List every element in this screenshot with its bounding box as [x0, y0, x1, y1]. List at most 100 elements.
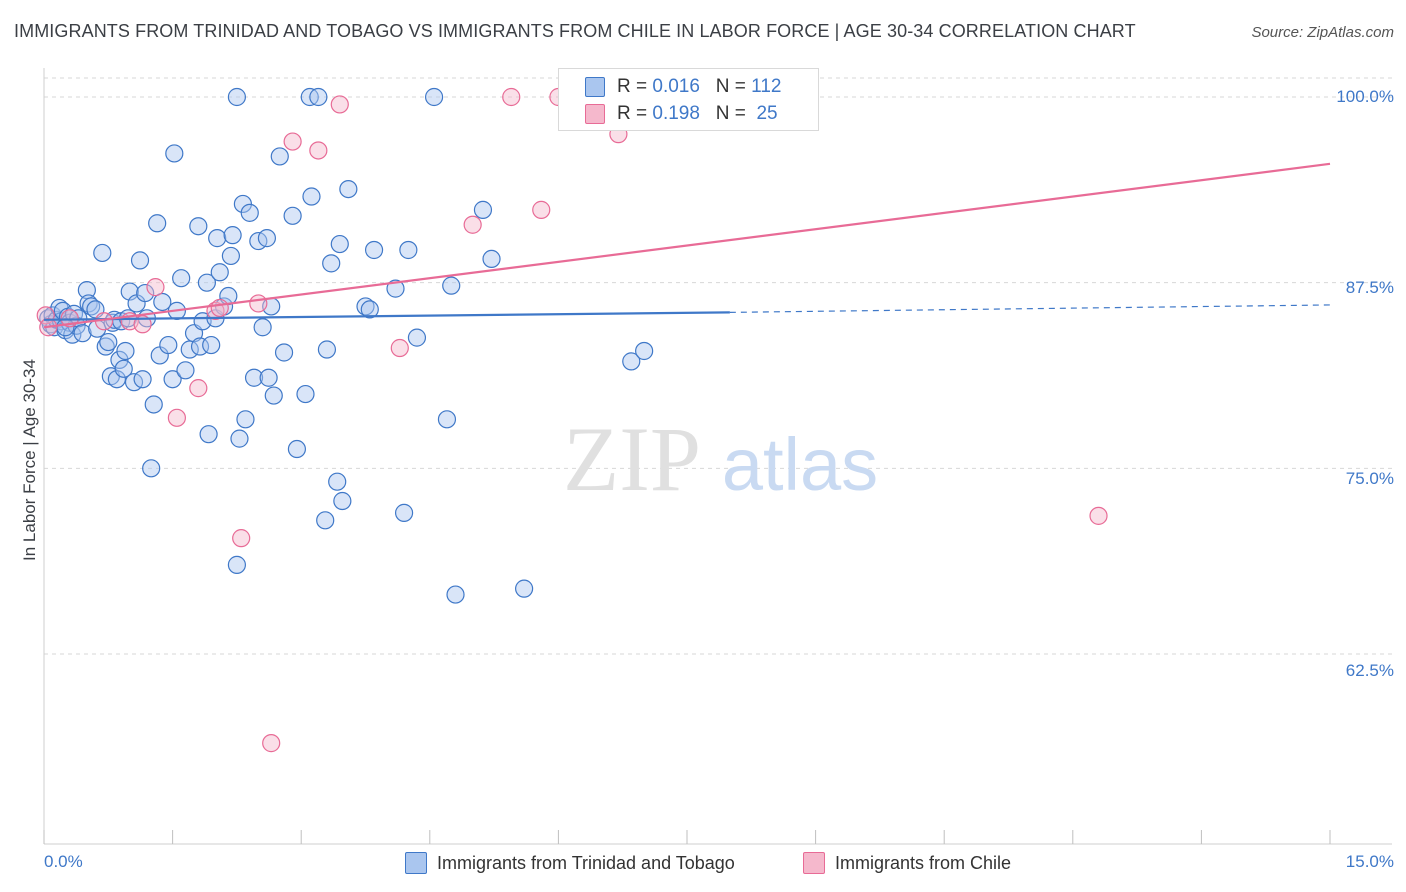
point-trinidad: [163, 370, 182, 389]
point-chile: [189, 379, 208, 398]
correlation-legend: R = 0.016 N = 112 R = 0.198 N = 25: [558, 68, 819, 131]
axes: [43, 68, 1392, 845]
legend-swatch-blue: [405, 852, 427, 874]
point-trinidad: [316, 511, 335, 530]
point-trinidad: [287, 439, 307, 459]
legend-r-label: R =: [617, 103, 648, 124]
point-chile: [330, 95, 349, 114]
point-trinidad: [364, 240, 384, 260]
trend-lines: [43, 162, 1331, 329]
point-chile: [283, 132, 302, 151]
point-trinidad: [482, 249, 501, 269]
point-trinidad: [264, 386, 283, 405]
y-tick-label-62-5: 62.5%: [1345, 661, 1394, 680]
point-chile: [390, 338, 409, 358]
point-trinidad: [360, 300, 379, 319]
point-chile: [210, 298, 229, 318]
y-tick-label-75: 75.0%: [1345, 469, 1394, 488]
legend-n-value: 25: [756, 103, 778, 124]
point-trinidad: [230, 429, 249, 448]
point-trinidad: [407, 328, 427, 347]
point-trinidad: [244, 368, 264, 387]
point-trinidad: [116, 341, 135, 361]
legend-item-trinidad: Immigrants from Trinidad and Tobago: [405, 852, 735, 874]
watermark-zip: ZIP: [563, 408, 701, 510]
point-trinidad: [93, 243, 112, 263]
point-trinidad: [257, 229, 277, 248]
point-trinidad: [199, 425, 218, 444]
x-tick-label-min: 0.0%: [44, 852, 83, 871]
point-chile: [1089, 506, 1108, 525]
point-trinidad: [296, 384, 315, 404]
point-trinidad: [330, 234, 349, 254]
trend-line-trinidad: [43, 311, 730, 321]
point-chile: [167, 408, 186, 427]
point-trinidad: [283, 206, 302, 225]
point-trinidad: [130, 251, 150, 270]
legend-swatch-pink: [585, 104, 605, 124]
point-trinidad: [274, 343, 294, 362]
chart-title: IMMIGRANTS FROM TRINIDAD AND TOBAGO VS I…: [14, 21, 1136, 41]
point-trinidad: [223, 226, 242, 245]
y-axis-label: In Labor Force | Age 30-34: [20, 359, 39, 561]
point-chile: [309, 141, 328, 160]
x-tick-label-max: 15.0%: [1345, 852, 1394, 871]
point-trinidad: [259, 368, 278, 387]
point-trinidad: [236, 410, 255, 429]
point-trinidad: [309, 87, 328, 107]
point-trinidad: [317, 340, 337, 359]
point-trinidad: [635, 341, 654, 361]
point-trinidad: [73, 324, 92, 343]
trend-line-chile: [43, 162, 1331, 329]
point-trinidad: [176, 361, 195, 380]
point-trinidad: [114, 359, 133, 378]
point-trinidad: [424, 87, 444, 107]
legend-row-chile: R = 0.198 N = 25: [585, 103, 778, 125]
watermark: ZIP atlas: [563, 408, 878, 510]
point-trinidad: [622, 352, 641, 371]
point-trinidad: [302, 187, 321, 206]
point-chile: [502, 87, 521, 107]
point-trinidad: [386, 279, 405, 298]
y-tick-label-100: 100.0%: [1336, 87, 1394, 106]
point-chile: [463, 215, 482, 234]
point-trinidad: [446, 585, 465, 604]
point-trinidad: [197, 273, 216, 292]
point-trinidad: [172, 269, 191, 288]
point-trinidad: [202, 335, 221, 355]
point-trinidad: [110, 350, 129, 370]
point-trinidad: [322, 254, 341, 273]
point-trinidad: [133, 370, 152, 389]
legend-swatch-pink: [803, 852, 825, 874]
point-trinidad: [165, 144, 184, 163]
point-trinidad: [153, 292, 172, 312]
point-trinidad: [437, 410, 457, 429]
point-chile: [532, 200, 551, 219]
legend-r-value: 0.016: [652, 76, 700, 97]
legend-n-label: N =: [715, 76, 746, 97]
legend-row-trinidad: R = 0.016 N = 112: [585, 76, 781, 98]
point-trinidad: [270, 147, 289, 166]
legend-r-label: R =: [617, 76, 648, 97]
point-trinidad: [227, 87, 246, 107]
point-trinidad: [328, 472, 347, 491]
point-trinidad: [208, 229, 227, 248]
legend-n-label: N =: [715, 103, 746, 124]
point-trinidad: [333, 491, 352, 511]
point-trinidad: [210, 263, 229, 282]
point-trinidad: [144, 395, 163, 414]
point-trinidad: [253, 318, 272, 337]
point-trinidad: [136, 283, 155, 303]
point-trinidad: [99, 332, 118, 352]
grid-lines: [44, 77, 1392, 655]
point-trinidad: [240, 203, 259, 222]
trend-line-trinidad-extension: [729, 304, 1331, 313]
point-chile: [262, 734, 281, 753]
point-trinidad: [473, 200, 493, 219]
source-label: Source: ZipAtlas.com: [1251, 24, 1394, 41]
y-tick-label-87-5: 87.5%: [1345, 278, 1394, 297]
point-trinidad: [142, 459, 161, 478]
point-chile: [146, 278, 165, 297]
point-trinidad: [339, 179, 358, 199]
